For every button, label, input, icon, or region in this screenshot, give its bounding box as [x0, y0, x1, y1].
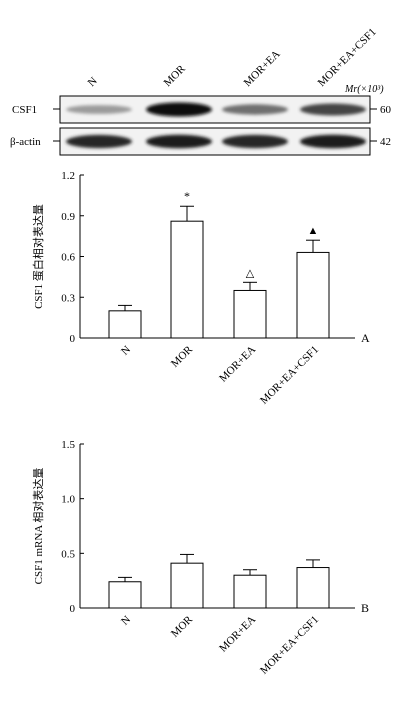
- y-tick-label: 0.5: [61, 548, 75, 560]
- significance-marker: △: [246, 267, 255, 279]
- band: [66, 134, 132, 149]
- mr-label: Mr(×10³): [344, 84, 384, 95]
- blot-mw-csf1: 60: [380, 104, 392, 116]
- lane-label: N: [86, 75, 100, 89]
- band: [300, 103, 366, 116]
- bar: [296, 567, 330, 609]
- bar: [170, 562, 204, 609]
- band: [222, 134, 288, 149]
- blot-row-label-csf1: CSF1: [12, 104, 37, 116]
- category-label: MOR+EA+CSF1: [258, 614, 321, 677]
- y-tick-label: 0.6: [61, 252, 75, 264]
- bar: [296, 251, 330, 339]
- bar: [108, 581, 142, 609]
- y-tick-label: 0: [70, 603, 76, 615]
- band: [146, 102, 212, 117]
- bar-chart-b: 0 0.5 1.0 1.5 CSF1 mRNA 相对表达量 N MOR MOR+EA MOR+E…: [31, 439, 369, 677]
- y-tick-label: 1.5: [61, 439, 75, 451]
- category-label: MOR+EA: [217, 344, 258, 385]
- y-tick-label: 0.9: [61, 211, 75, 223]
- band: [66, 105, 132, 114]
- y-tick-label: 0.3: [61, 292, 75, 304]
- y-axis-label: CSF1 蛋白相对表达量: [31, 204, 45, 309]
- blot-mw-actin: 42: [380, 136, 391, 148]
- western-blot: N MOR MOR+EA MOR+EA+CSF1 Mr(×10³) CSF1 6…: [10, 26, 392, 156]
- band-group-csf1: [66, 102, 366, 117]
- category-label: MOR: [169, 343, 196, 370]
- y-tick-label: 1.2: [61, 170, 75, 182]
- category-label: MOR+EA: [217, 614, 258, 655]
- category-label: MOR+EA+CSF1: [258, 344, 321, 407]
- lane-label: MOR+EA+CSF1: [316, 26, 379, 89]
- band: [300, 134, 366, 149]
- bar: [170, 220, 204, 339]
- category-label: MOR: [169, 613, 196, 640]
- lane-label: MOR: [162, 62, 189, 89]
- band: [222, 104, 288, 115]
- y-tick-label: 0: [70, 333, 76, 345]
- significance-marker: ▲: [308, 225, 319, 237]
- bar-chart-a: 0 0.3 0.6 0.9 1.2 CSF1 蛋白相对表达量 N * MOR △ MOR+EA ▲ MO…: [31, 170, 370, 407]
- band: [146, 134, 212, 149]
- bar: [108, 310, 142, 339]
- category-label: N: [119, 344, 133, 358]
- lane-labels: N MOR MOR+EA MOR+EA+CSF1: [86, 26, 379, 89]
- y-axis-label: CSF1 mRNA 相对表达量: [31, 468, 45, 585]
- bar: [233, 574, 267, 609]
- panel-label: B: [361, 601, 369, 615]
- significance-marker: *: [184, 189, 190, 203]
- panel-label: A: [361, 331, 370, 345]
- y-tick-label: 1.0: [61, 494, 75, 506]
- category-label: N: [119, 614, 133, 628]
- band-group-actin: [66, 134, 366, 149]
- bar: [233, 289, 267, 339]
- lane-label: MOR+EA: [242, 48, 283, 89]
- blot-row-label-actin: β-actin: [10, 136, 41, 148]
